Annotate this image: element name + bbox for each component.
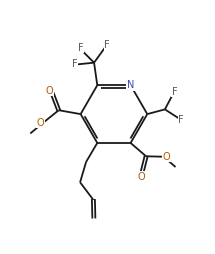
Text: F: F: [172, 87, 177, 97]
Text: O: O: [36, 118, 44, 128]
Text: F: F: [104, 40, 110, 51]
Text: O: O: [163, 152, 170, 162]
Text: O: O: [138, 172, 145, 182]
Text: F: F: [72, 59, 78, 69]
Text: F: F: [178, 115, 184, 125]
Text: O: O: [45, 86, 53, 96]
Text: N: N: [127, 80, 134, 90]
Text: F: F: [78, 43, 84, 53]
